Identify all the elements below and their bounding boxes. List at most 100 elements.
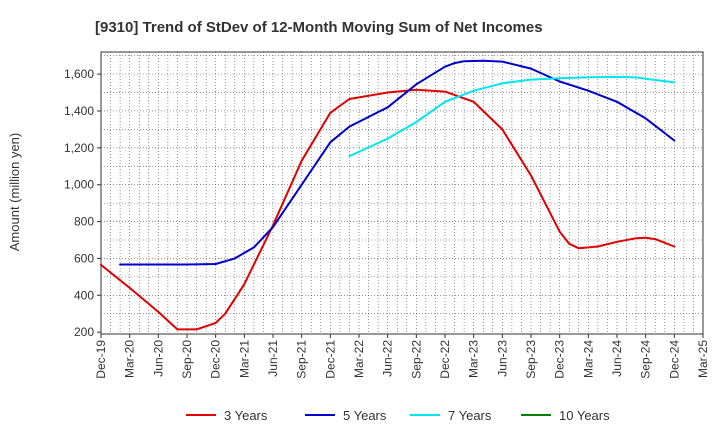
data-point-3-years (100, 264, 102, 266)
data-point-7-years (645, 78, 647, 80)
data-point-7-years (530, 79, 532, 81)
data-point-5-years (138, 264, 140, 266)
plot-area: 200 400 600 800 1,000 1,200 1,400 1,600 Dec-19 Ma… (64, 51, 710, 379)
data-point-3-years (673, 245, 675, 247)
x-tick-label: Sep-24 (639, 340, 653, 379)
data-point-5-years (530, 68, 532, 70)
x-tick-label: Jun-23 (495, 340, 509, 377)
data-point-5-years (444, 66, 446, 68)
legend-label-3-years: 3 Years (224, 408, 268, 423)
data-point-7-years (348, 155, 350, 157)
data-point-3-years (224, 313, 226, 315)
x-tick-label: Dec-23 (553, 340, 567, 379)
x-tick-label: Mar-21 (237, 340, 251, 378)
x-tick-label: Dec-20 (209, 340, 223, 379)
legend: 3 Years 5 Years 7 Years 10 Years (186, 408, 610, 423)
x-tick-label: Dec-19 (94, 340, 108, 379)
series-line-3-years (100, 88, 676, 331)
y-tick-label: 1,200 (64, 141, 94, 155)
data-point-5-years (482, 60, 484, 62)
data-point-5-years (501, 61, 503, 63)
data-point-3-years (635, 237, 637, 239)
data-point-7-years (616, 76, 618, 78)
legend-label-5-years: 5 Years (343, 408, 387, 423)
x-tick-label: Dec-24 (667, 340, 681, 379)
x-tick-label: Jun-22 (381, 340, 395, 377)
data-point-5-years (272, 226, 274, 228)
data-point-5-years (645, 117, 647, 119)
y-tick-label: 800 (74, 215, 94, 229)
chart-title: [9310] Trend of StDev of 12-Month Moving… (95, 19, 543, 36)
legend-label-10-years: 10 Years (559, 408, 610, 423)
x-tick-label: Mar-23 (467, 340, 481, 378)
data-point-5-years (587, 90, 589, 92)
x-tick-label: Mar-20 (123, 340, 137, 378)
data-point-3-years (215, 322, 217, 324)
x-tick-label: Mar-25 (696, 340, 710, 378)
data-point-5-years (348, 126, 350, 128)
x-tick-label: Jun-24 (610, 340, 624, 377)
data-point-3-years (415, 89, 417, 91)
data-point-7-years (587, 76, 589, 78)
data-point-3-years (301, 160, 303, 162)
y-tick-label: 1,600 (64, 67, 94, 81)
y-axis-label: Amount (million yen) (7, 133, 22, 252)
legend-label-7-years: 7 Years (448, 408, 492, 423)
data-point-5-years (215, 263, 217, 265)
x-tick-label: Dec-22 (438, 340, 452, 379)
y-tick-label: 600 (74, 251, 94, 265)
data-point-3-years (176, 328, 178, 330)
data-point-5-years (415, 83, 417, 85)
data-point-3-years (243, 283, 245, 285)
y-tick-label: 1,000 (64, 178, 94, 192)
data-point-3-years (129, 287, 131, 289)
data-point-3-years (654, 238, 656, 240)
data-point-5-years (329, 141, 331, 143)
data-point-5-years (119, 264, 121, 266)
data-point-3-years (501, 128, 503, 130)
data-point-5-years (616, 101, 618, 103)
data-point-5-years (559, 80, 561, 82)
data-point-3-years (329, 112, 331, 114)
data-point-3-years (348, 98, 350, 100)
data-point-3-years (597, 245, 599, 247)
y-tick-label: 400 (74, 288, 94, 302)
data-point-7-years (559, 77, 561, 79)
x-tick-label: Mar-22 (352, 340, 366, 378)
data-point-3-years (482, 110, 484, 112)
x-tick-label: Dec-21 (323, 340, 337, 379)
data-point-5-years (234, 257, 236, 259)
data-point-3-years (568, 243, 570, 245)
data-point-3-years (530, 174, 532, 176)
data-point-7-years (415, 121, 417, 123)
data-point-3-years (157, 311, 159, 313)
data-point-5-years (301, 184, 303, 186)
x-tick-label: Sep-21 (295, 340, 309, 379)
x-tick-label: Sep-20 (180, 340, 194, 379)
data-point-5-years (463, 60, 465, 62)
y-tick-label: 1,400 (64, 104, 94, 118)
data-point-3-years (616, 241, 618, 243)
series-line-7-years (348, 75, 676, 158)
data-point-7-years (444, 101, 446, 103)
data-point-5-years (454, 62, 456, 64)
x-tick-label: Sep-22 (409, 340, 423, 379)
data-point-5-years (186, 264, 188, 266)
data-point-3-years (196, 328, 198, 330)
data-point-3-years (578, 247, 580, 249)
data-point-3-years (387, 92, 389, 94)
data-point-5-years (253, 246, 255, 248)
data-point-7-years (473, 90, 475, 92)
series-line-5-years (119, 59, 676, 266)
plot-frame (100, 51, 704, 335)
data-point-7-years (501, 82, 503, 84)
data-point-5-years (673, 139, 675, 141)
data-point-5-years (387, 106, 389, 108)
x-tick-label: Sep-23 (524, 340, 538, 379)
data-point-7-years (387, 138, 389, 140)
data-point-3-years (559, 231, 561, 233)
data-point-3-years (473, 101, 475, 103)
x-tick-label: Jun-21 (266, 340, 280, 377)
